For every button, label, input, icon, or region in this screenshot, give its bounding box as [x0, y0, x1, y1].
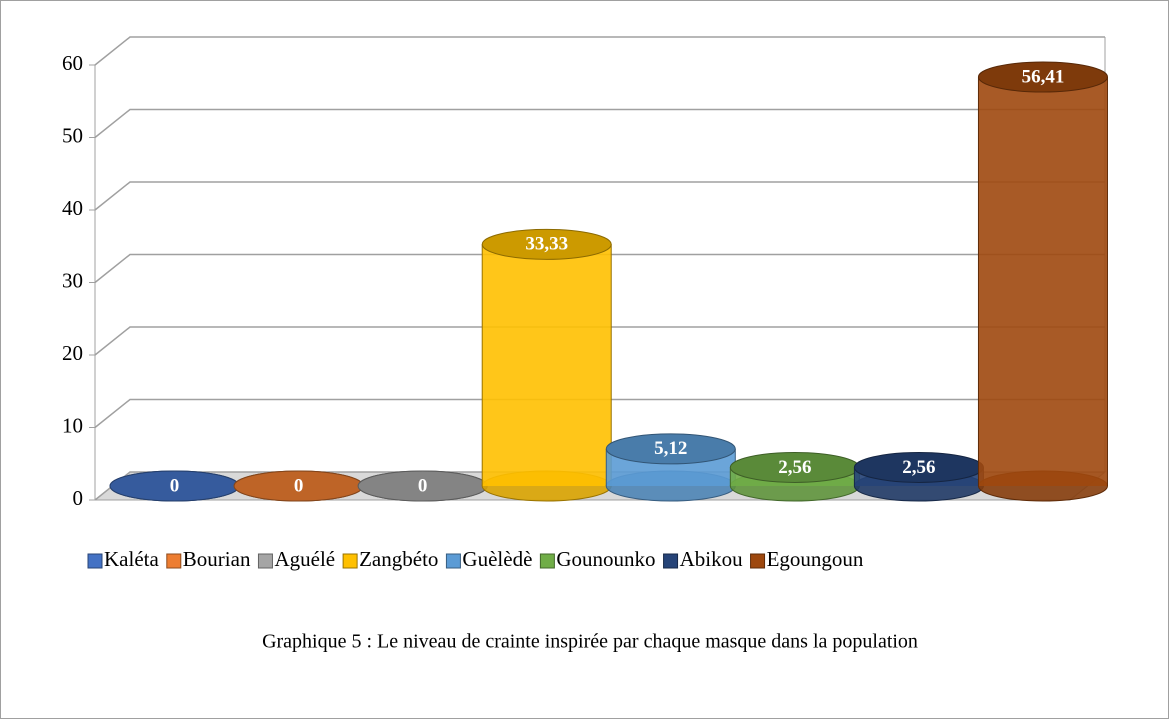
data-label: 33,33	[525, 234, 568, 255]
bar-top	[481, 228, 612, 260]
legend-swatch	[257, 553, 273, 569]
bar	[482, 244, 612, 486]
legend-label: Bourian	[183, 547, 251, 571]
legend: Kaléta Bourian Aguélé Zangbéto Guèlèdè Gounou…	[87, 547, 864, 571]
legend-swatch	[539, 553, 555, 569]
plot-area: 0 10 20 30 40 50 60 0 0 0 33,33 5,12 2,56 2,56 56,41	[62, 36, 1108, 510]
legend-label: Egoungoun	[767, 547, 864, 571]
legend-swatch	[750, 553, 766, 569]
data-label: 2,56	[778, 457, 811, 478]
bar	[978, 77, 1108, 486]
legend-swatch	[87, 553, 103, 569]
bar-top	[977, 61, 1108, 93]
data-label: 5,12	[654, 438, 687, 459]
bar-top	[605, 433, 736, 465]
y-tick-label: 0	[73, 486, 84, 510]
legend-label: Aguélé	[274, 547, 335, 571]
grid-line	[94, 398, 1105, 429]
y-tick-label: 30	[62, 268, 83, 292]
grid-line	[94, 253, 1105, 284]
legend-swatch	[166, 553, 182, 569]
legend-label: Gounounko	[556, 547, 655, 571]
y-tick-label: 50	[62, 123, 83, 147]
chart-caption: Graphique 5 : Le niveau de crainte inspi…	[262, 631, 918, 653]
legend-label: Abikou	[680, 547, 744, 571]
grid-line	[94, 181, 1105, 211]
legend-swatch	[663, 553, 679, 569]
legend-label: Kaléta	[104, 547, 159, 571]
y-tick-label: 60	[62, 51, 83, 75]
legend-swatch	[342, 553, 358, 569]
data-label: 2,56	[902, 457, 935, 478]
y-tick-label: 10	[62, 413, 83, 437]
data-label: 0	[170, 475, 180, 496]
data-label: 0	[294, 475, 304, 496]
data-label: 56,41	[1022, 66, 1065, 87]
grid-line	[94, 36, 1105, 66]
grid-line	[94, 108, 1105, 139]
y-tick-label: 20	[62, 341, 83, 365]
legend-label: Guèlèdè	[462, 547, 532, 571]
data-label: 0	[418, 475, 428, 496]
legend-swatch	[445, 553, 461, 569]
grid-line	[94, 326, 1105, 356]
y-tick-label: 40	[62, 196, 83, 220]
legend-label: Zangbéto	[359, 547, 438, 571]
